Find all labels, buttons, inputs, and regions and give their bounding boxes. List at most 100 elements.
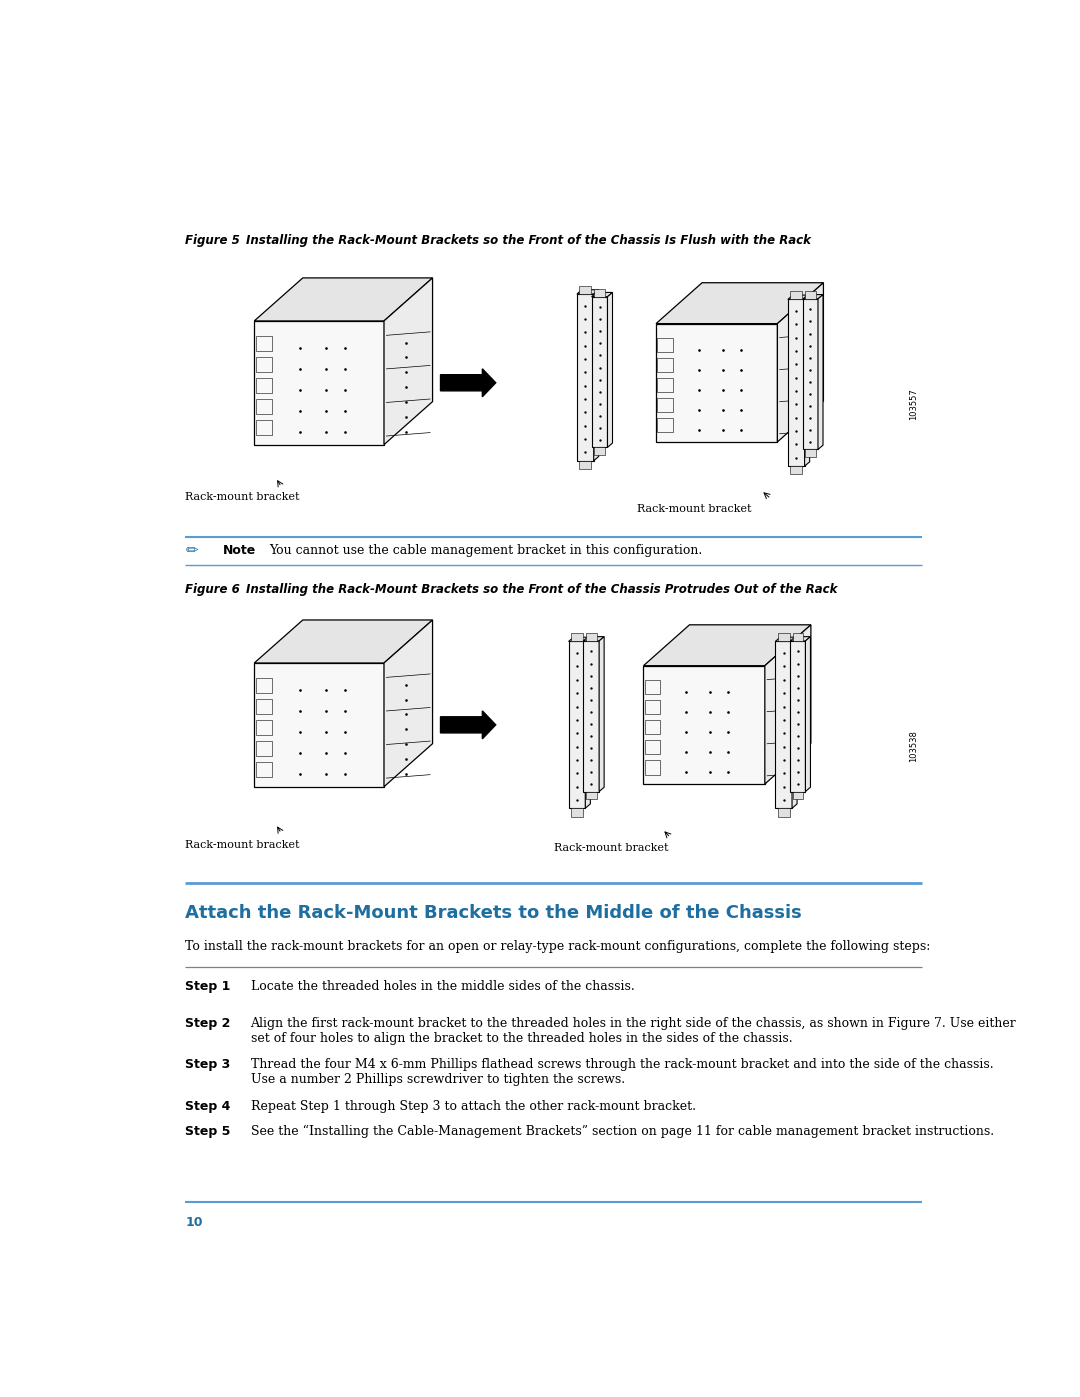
Text: 10: 10	[186, 1217, 203, 1229]
Bar	[256, 356, 272, 372]
Polygon shape	[806, 637, 810, 792]
Bar	[658, 398, 673, 412]
Bar	[645, 680, 661, 694]
Polygon shape	[384, 278, 433, 444]
Polygon shape	[805, 295, 810, 467]
Polygon shape	[778, 282, 823, 441]
Polygon shape	[806, 450, 815, 457]
Bar	[256, 400, 272, 414]
Polygon shape	[778, 809, 789, 817]
Bar	[256, 377, 272, 393]
Polygon shape	[793, 792, 804, 799]
Text: Thread the four M4 x 6-mm Phillips flathead screws through the rack-mount bracke: Thread the four M4 x 6-mm Phillips flath…	[251, 1059, 994, 1087]
Text: Attach the Rack-Mount Brackets to the Middle of the Chassis: Attach the Rack-Mount Brackets to the Mi…	[186, 904, 802, 922]
Polygon shape	[592, 296, 607, 447]
Polygon shape	[585, 633, 597, 641]
Polygon shape	[568, 641, 585, 809]
FancyArrow shape	[441, 711, 496, 739]
Polygon shape	[592, 292, 612, 296]
Bar	[645, 760, 661, 774]
Polygon shape	[775, 641, 792, 809]
Polygon shape	[594, 447, 605, 455]
Text: Figure 6: Figure 6	[186, 583, 240, 597]
Text: 103538: 103538	[909, 731, 918, 763]
Bar	[645, 719, 661, 735]
Bar	[645, 700, 661, 714]
Bar	[658, 379, 673, 393]
Polygon shape	[585, 637, 591, 809]
Text: Repeat Step 1 through Step 3 to attach the other rack-mount bracket.: Repeat Step 1 through Step 3 to attach t…	[251, 1101, 696, 1113]
Bar	[256, 698, 272, 714]
Polygon shape	[806, 292, 815, 299]
Polygon shape	[788, 295, 810, 299]
Text: See the “Installing the Cable-Management Brackets” section on page 11 for cable : See the “Installing the Cable-Management…	[251, 1125, 994, 1139]
Polygon shape	[577, 293, 594, 461]
Bar	[658, 358, 673, 372]
Polygon shape	[818, 295, 823, 450]
Polygon shape	[644, 666, 765, 784]
Polygon shape	[585, 792, 597, 799]
Polygon shape	[656, 324, 778, 441]
Polygon shape	[254, 321, 384, 444]
Polygon shape	[594, 289, 598, 461]
Text: Step 5: Step 5	[186, 1125, 231, 1139]
Polygon shape	[656, 282, 823, 324]
Text: Installing the Rack-Mount Brackets so the Front of the Chassis Is Flush with the: Installing the Rack-Mount Brackets so th…	[246, 235, 811, 247]
Polygon shape	[791, 641, 806, 792]
Bar	[256, 761, 272, 777]
Bar	[256, 678, 272, 693]
Text: Note: Note	[222, 543, 256, 557]
Text: Rack-mount bracket: Rack-mount bracket	[186, 493, 300, 503]
Polygon shape	[254, 664, 384, 787]
Bar	[645, 740, 661, 754]
Polygon shape	[599, 637, 604, 792]
Polygon shape	[568, 637, 591, 641]
Text: Locate the threaded holes in the middle sides of the chassis.: Locate the threaded holes in the middle …	[251, 979, 634, 993]
Polygon shape	[384, 620, 433, 787]
Polygon shape	[583, 637, 604, 641]
Polygon shape	[791, 467, 802, 475]
Text: To install the rack-mount brackets for an open or relay-type rack-mount configur: To install the rack-mount brackets for a…	[186, 940, 931, 953]
Text: 103557: 103557	[909, 388, 918, 420]
Polygon shape	[788, 299, 805, 467]
Bar	[256, 335, 272, 351]
Polygon shape	[577, 289, 598, 293]
Polygon shape	[775, 637, 797, 641]
Polygon shape	[594, 289, 605, 296]
Bar	[256, 740, 272, 756]
Text: Step 2: Step 2	[186, 1017, 231, 1031]
Polygon shape	[802, 295, 823, 299]
Polygon shape	[571, 633, 583, 641]
FancyArrow shape	[441, 369, 496, 397]
Text: Step 3: Step 3	[186, 1059, 230, 1071]
Polygon shape	[254, 620, 433, 664]
Text: You cannot use the cable management bracket in this configuration.: You cannot use the cable management brac…	[269, 543, 702, 557]
Text: Rack-mount bracket: Rack-mount bracket	[637, 504, 752, 514]
Text: Figure 5: Figure 5	[186, 235, 240, 247]
Polygon shape	[765, 624, 811, 784]
Text: Align the first rack-mount bracket to the threaded holes in the right side of th: Align the first rack-mount bracket to th…	[251, 1017, 1016, 1045]
Polygon shape	[802, 299, 818, 450]
Text: Step 4: Step 4	[186, 1101, 231, 1113]
Polygon shape	[793, 633, 804, 641]
Text: ✏: ✏	[186, 543, 198, 557]
Polygon shape	[792, 637, 797, 809]
Polygon shape	[254, 278, 433, 321]
Polygon shape	[791, 291, 802, 299]
Bar	[256, 420, 272, 434]
Bar	[658, 418, 673, 433]
Polygon shape	[607, 292, 612, 447]
Polygon shape	[580, 461, 591, 469]
Polygon shape	[791, 637, 810, 641]
Polygon shape	[778, 633, 789, 641]
Text: Rack-mount bracket: Rack-mount bracket	[186, 840, 300, 849]
Polygon shape	[644, 624, 811, 666]
Text: Installing the Rack-Mount Brackets so the Front of the Chassis Protrudes Out of : Installing the Rack-Mount Brackets so th…	[246, 583, 838, 597]
Bar	[256, 719, 272, 735]
Text: Step 1: Step 1	[186, 979, 231, 993]
Text: Rack-mount bracket: Rack-mount bracket	[554, 844, 669, 854]
Polygon shape	[580, 286, 591, 293]
Polygon shape	[571, 809, 583, 817]
Polygon shape	[583, 641, 599, 792]
Bar	[658, 338, 673, 352]
